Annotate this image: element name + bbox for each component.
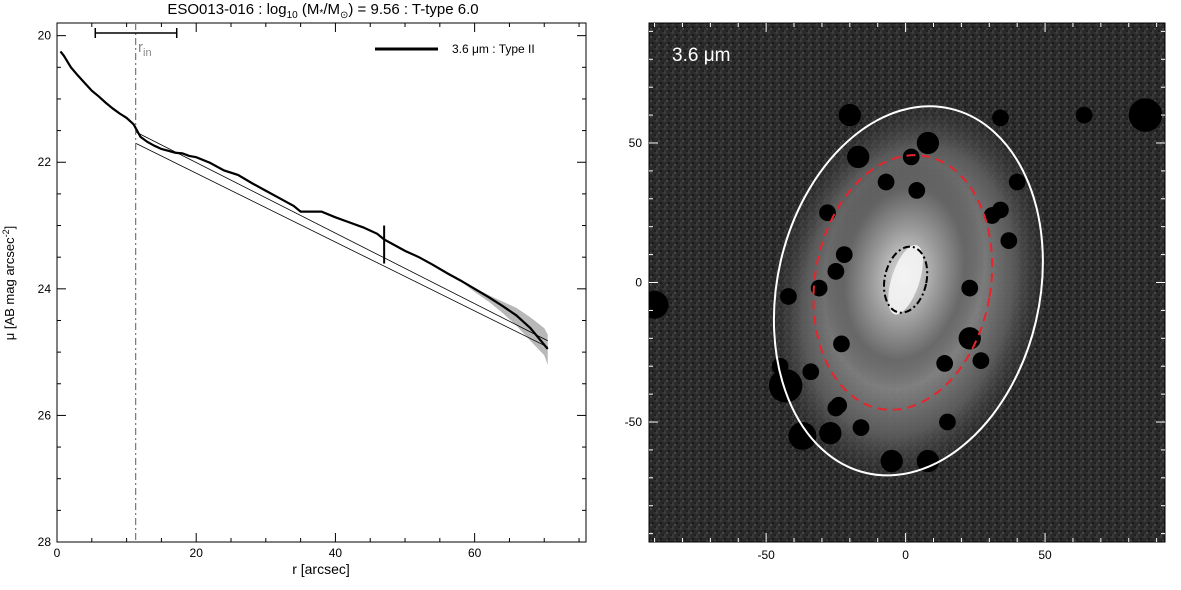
outer-ellipse <box>772 105 1044 477</box>
profile-chart: ESO013-016 : log10 (M*/M⊙) = 9.56 : T-ty… <box>1 1 587 577</box>
inner-ellipse <box>882 245 929 314</box>
masked-source <box>768 369 803 403</box>
masked-source <box>649 290 669 319</box>
masked-source <box>810 279 828 297</box>
y-tick-label: 50 <box>629 136 643 150</box>
masked-source <box>880 449 903 473</box>
masked-source <box>827 399 845 417</box>
masked-source <box>1000 232 1018 250</box>
masked-source <box>992 109 1009 127</box>
masked-source <box>1128 98 1163 132</box>
masked-source <box>847 145 870 169</box>
x-tick-label: 50 <box>1038 548 1052 562</box>
masked-source <box>833 335 850 353</box>
x-tick-label: 60 <box>468 546 482 560</box>
x-tick-label: 0 <box>902 548 909 562</box>
masked-source <box>916 449 940 473</box>
y-tick-label: 26 <box>38 408 52 422</box>
y-tick-label: -50 <box>625 415 643 429</box>
y-tick-label: 0 <box>635 276 642 290</box>
fit-line <box>135 142 548 348</box>
x-tick-label: 40 <box>329 546 343 560</box>
masked-source <box>961 279 979 297</box>
galaxy-image <box>649 23 1165 542</box>
masked-source <box>780 288 797 305</box>
masked-source <box>827 262 845 280</box>
x-tick-label: -50 <box>757 548 775 562</box>
uncertainty-band <box>460 279 548 365</box>
break-ellipse <box>812 154 994 411</box>
masked-source <box>877 173 895 191</box>
masked-source <box>819 204 836 222</box>
y-tick-label: 24 <box>38 282 52 296</box>
masked-source <box>788 422 817 450</box>
y-tick-label: 20 <box>38 29 52 43</box>
y-axis-label: μ [AB mag arcsec-2] <box>1 226 17 341</box>
plot-frame <box>56 22 587 543</box>
masked-source <box>916 131 940 155</box>
masked-source <box>819 422 842 445</box>
masked-source <box>802 363 820 381</box>
fit-line <box>135 131 548 342</box>
masked-source <box>902 148 920 166</box>
y-tick-label: 28 <box>38 535 52 549</box>
x-tick-label: 0 <box>54 546 61 560</box>
masked-source <box>1008 173 1026 191</box>
masked-source <box>958 327 981 350</box>
masked-source <box>771 357 789 375</box>
x-axis-label: r [arcsec] <box>292 561 350 577</box>
masked-source <box>838 103 861 127</box>
masked-source <box>1075 106 1093 124</box>
galaxy-image-panel: 3.6 μm -50 0 50 -50 0 50 <box>625 22 1166 562</box>
masked-source <box>972 352 990 369</box>
x-tick-label: 20 <box>190 546 204 560</box>
chart-title: ESO013-016 : log10 (M*/M⊙) = 9.56 : T-ty… <box>167 1 478 21</box>
profile-line <box>59 50 549 350</box>
masked-source <box>939 413 956 431</box>
masked-source <box>852 419 870 436</box>
galaxy-bar <box>888 244 923 315</box>
legend: 3.6 μm : Type II <box>375 42 535 56</box>
left-plot-area: 0 20 40 60 20 22 24 26 28 <box>38 22 587 560</box>
y-tick-label: 22 <box>38 155 52 169</box>
masked-source <box>992 201 1009 219</box>
image-axes: -50 0 50 -50 0 50 <box>625 23 1165 562</box>
wavelength-label: 3.6 μm <box>672 45 730 66</box>
r-in-label: rin <box>138 39 152 59</box>
masked-source <box>936 355 954 372</box>
masked-source <box>835 246 853 263</box>
masked-source <box>908 182 926 199</box>
legend-label: 3.6 μm : Type II <box>452 42 535 56</box>
